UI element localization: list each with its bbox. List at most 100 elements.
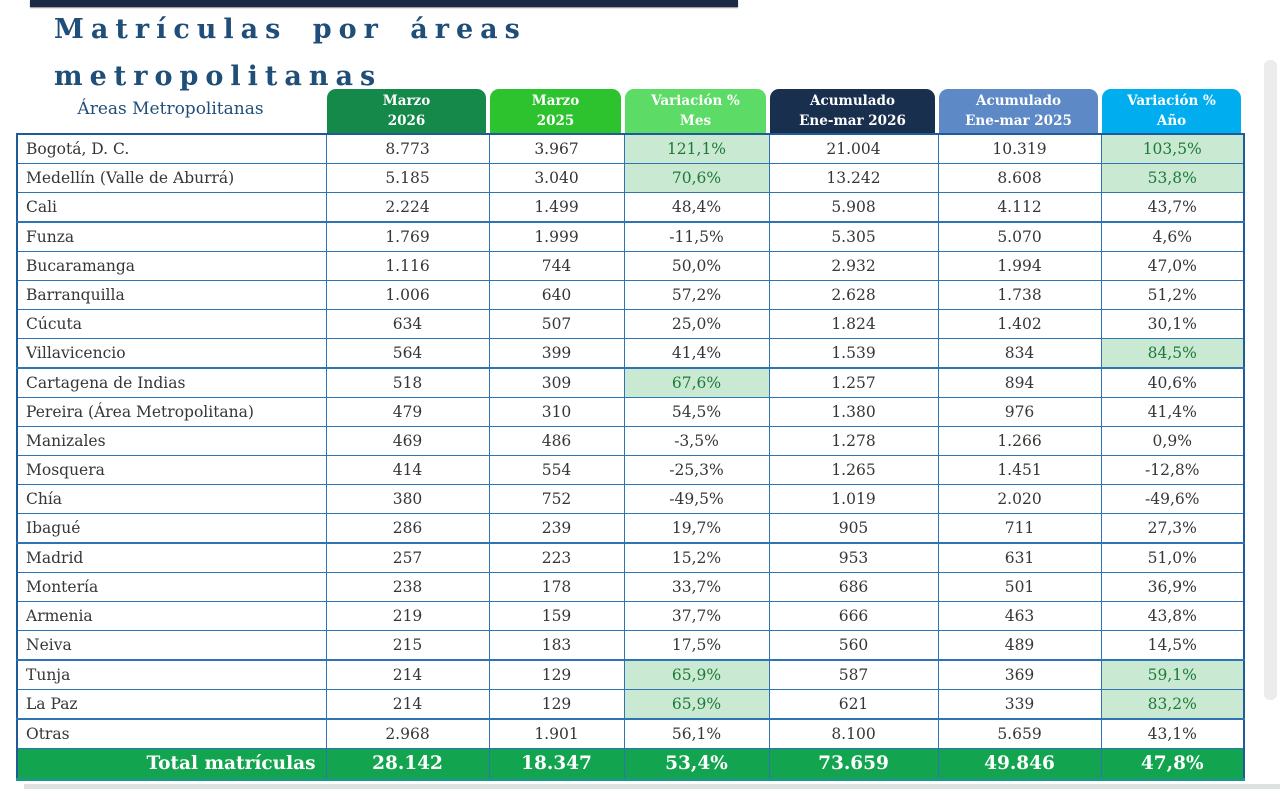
column-header-line2: Ene-mar 2025 <box>965 113 1072 129</box>
column-header: Marzo 2026 <box>327 89 486 133</box>
table-body: Bogotá, D. C. 8.773 3.967 121,1% 21.004 … <box>16 133 1245 749</box>
area-cell: Bogotá, D. C. <box>16 133 327 164</box>
value-cell: 905 <box>768 513 939 544</box>
value-cell: 1.769 <box>325 221 490 252</box>
value-cell: 587 <box>768 659 939 690</box>
column-header-line1: Variación % <box>1127 92 1216 109</box>
total-row: Total matrículas 28.142 18.347 53,4% 73.… <box>16 748 1245 781</box>
value-cell: 1.266 <box>937 426 1102 456</box>
value-cell: 8.608 <box>937 163 1102 193</box>
value-cell: 59,1% <box>1100 659 1245 690</box>
column-header-line2: Año <box>1156 113 1187 129</box>
value-cell: 53,8% <box>1100 163 1245 193</box>
table-row: Cali 2.224 1.499 48,4% 5.908 4.112 43,7% <box>16 192 1245 223</box>
value-cell: 399 <box>488 338 625 369</box>
value-cell: 369 <box>937 659 1102 690</box>
value-cell: 50,0% <box>623 251 770 281</box>
area-cell: Barranquilla <box>16 280 327 310</box>
value-cell: 27,3% <box>1100 513 1245 544</box>
value-cell: 1.019 <box>768 484 939 514</box>
column-header-line1: Marzo <box>382 92 431 109</box>
column-header-line2: 2026 <box>387 113 426 129</box>
value-cell: 1.901 <box>488 718 625 749</box>
value-cell: 129 <box>488 689 625 720</box>
table-row: Montería 238 178 33,7% 686 501 36,9% <box>16 572 1245 602</box>
table-row: Mosquera 414 554 -25,3% 1.265 1.451 -12,… <box>16 455 1245 485</box>
area-cell: Madrid <box>16 542 327 573</box>
value-cell: 103,5% <box>1100 133 1245 164</box>
value-cell: 51,0% <box>1100 542 1245 573</box>
value-cell: 479 <box>325 397 490 427</box>
value-cell: 2.020 <box>937 484 1102 514</box>
value-cell: 41,4% <box>623 338 770 369</box>
value-cell: 5.185 <box>325 163 490 193</box>
total-variacion-mes: 53,4% <box>623 748 770 781</box>
value-cell: -11,5% <box>623 221 770 252</box>
value-cell: 5.305 <box>768 221 939 252</box>
value-cell: 25,0% <box>623 309 770 339</box>
value-cell: 56,1% <box>623 718 770 749</box>
area-column-header: Áreas Metropolitanas <box>77 98 264 119</box>
page-title-line1: Matrículas por áreas <box>54 14 527 45</box>
value-cell: -49,5% <box>623 484 770 514</box>
value-cell: 976 <box>937 397 1102 427</box>
table-footer: Total matrículas 28.142 18.347 53,4% 73.… <box>16 748 1245 781</box>
value-cell: 380 <box>325 484 490 514</box>
value-cell: 41,4% <box>1100 397 1245 427</box>
table-row: Pereira (Área Metropolitana) 479 310 54,… <box>16 397 1245 427</box>
area-cell: Tunja <box>16 659 327 690</box>
value-cell: 310 <box>488 397 625 427</box>
value-cell: 70,6% <box>623 163 770 193</box>
value-cell: 48,4% <box>623 192 770 223</box>
area-cell: Bucaramanga <box>16 251 327 281</box>
value-cell: 486 <box>488 426 625 456</box>
value-cell: 30,1% <box>1100 309 1245 339</box>
value-cell: 1.265 <box>768 455 939 485</box>
value-cell: 183 <box>488 630 625 661</box>
value-cell: 518 <box>325 367 490 398</box>
area-cell: Cartagena de Indias <box>16 367 327 398</box>
value-cell: 214 <box>325 659 490 690</box>
value-cell: 51,2% <box>1100 280 1245 310</box>
value-cell: 0,9% <box>1100 426 1245 456</box>
value-cell: 489 <box>937 630 1102 661</box>
value-cell: 3.040 <box>488 163 625 193</box>
value-cell: 36,9% <box>1100 572 1245 602</box>
top-accent-bar <box>30 0 738 7</box>
value-cell: 257 <box>325 542 490 573</box>
table-row: Otras 2.968 1.901 56,1% 8.100 5.659 43,1… <box>16 718 1245 749</box>
value-cell: 640 <box>488 280 625 310</box>
value-cell: 1.499 <box>488 192 625 223</box>
value-cell: 507 <box>488 309 625 339</box>
value-cell: 1.402 <box>937 309 1102 339</box>
value-cell: 5.659 <box>937 718 1102 749</box>
value-cell: -3,5% <box>623 426 770 456</box>
scrollbar-track[interactable] <box>1264 60 1277 700</box>
value-cell: 2.628 <box>768 280 939 310</box>
area-cell: Pereira (Área Metropolitana) <box>16 397 327 427</box>
value-cell: 238 <box>325 572 490 602</box>
table-row: Bucaramanga 1.116 744 50,0% 2.932 1.994 … <box>16 251 1245 281</box>
value-cell: 223 <box>488 542 625 573</box>
value-cell: 3.967 <box>488 133 625 164</box>
table-row: Barranquilla 1.006 640 57,2% 2.628 1.738… <box>16 280 1245 310</box>
value-cell: 57,2% <box>623 280 770 310</box>
value-cell: 564 <box>325 338 490 369</box>
value-cell: 14,5% <box>1100 630 1245 661</box>
area-cell: Chía <box>16 484 327 514</box>
area-cell: Medellín (Valle de Aburrá) <box>16 163 327 193</box>
value-cell: 2.968 <box>325 718 490 749</box>
value-cell: 1.006 <box>325 280 490 310</box>
value-cell: 21.004 <box>768 133 939 164</box>
column-header-line1: Acumulado <box>976 92 1061 109</box>
value-cell: 1.116 <box>325 251 490 281</box>
value-cell: 47,0% <box>1100 251 1245 281</box>
area-cell: Montería <box>16 572 327 602</box>
value-cell: 1.451 <box>937 455 1102 485</box>
value-cell: 15,2% <box>623 542 770 573</box>
value-cell: 17,5% <box>623 630 770 661</box>
column-headers-row: Áreas Metropolitanas Marzo 2026 Marzo 20… <box>16 88 1243 133</box>
area-cell: Neiva <box>16 630 327 661</box>
value-cell: 1.999 <box>488 221 625 252</box>
value-cell: 54,5% <box>623 397 770 427</box>
